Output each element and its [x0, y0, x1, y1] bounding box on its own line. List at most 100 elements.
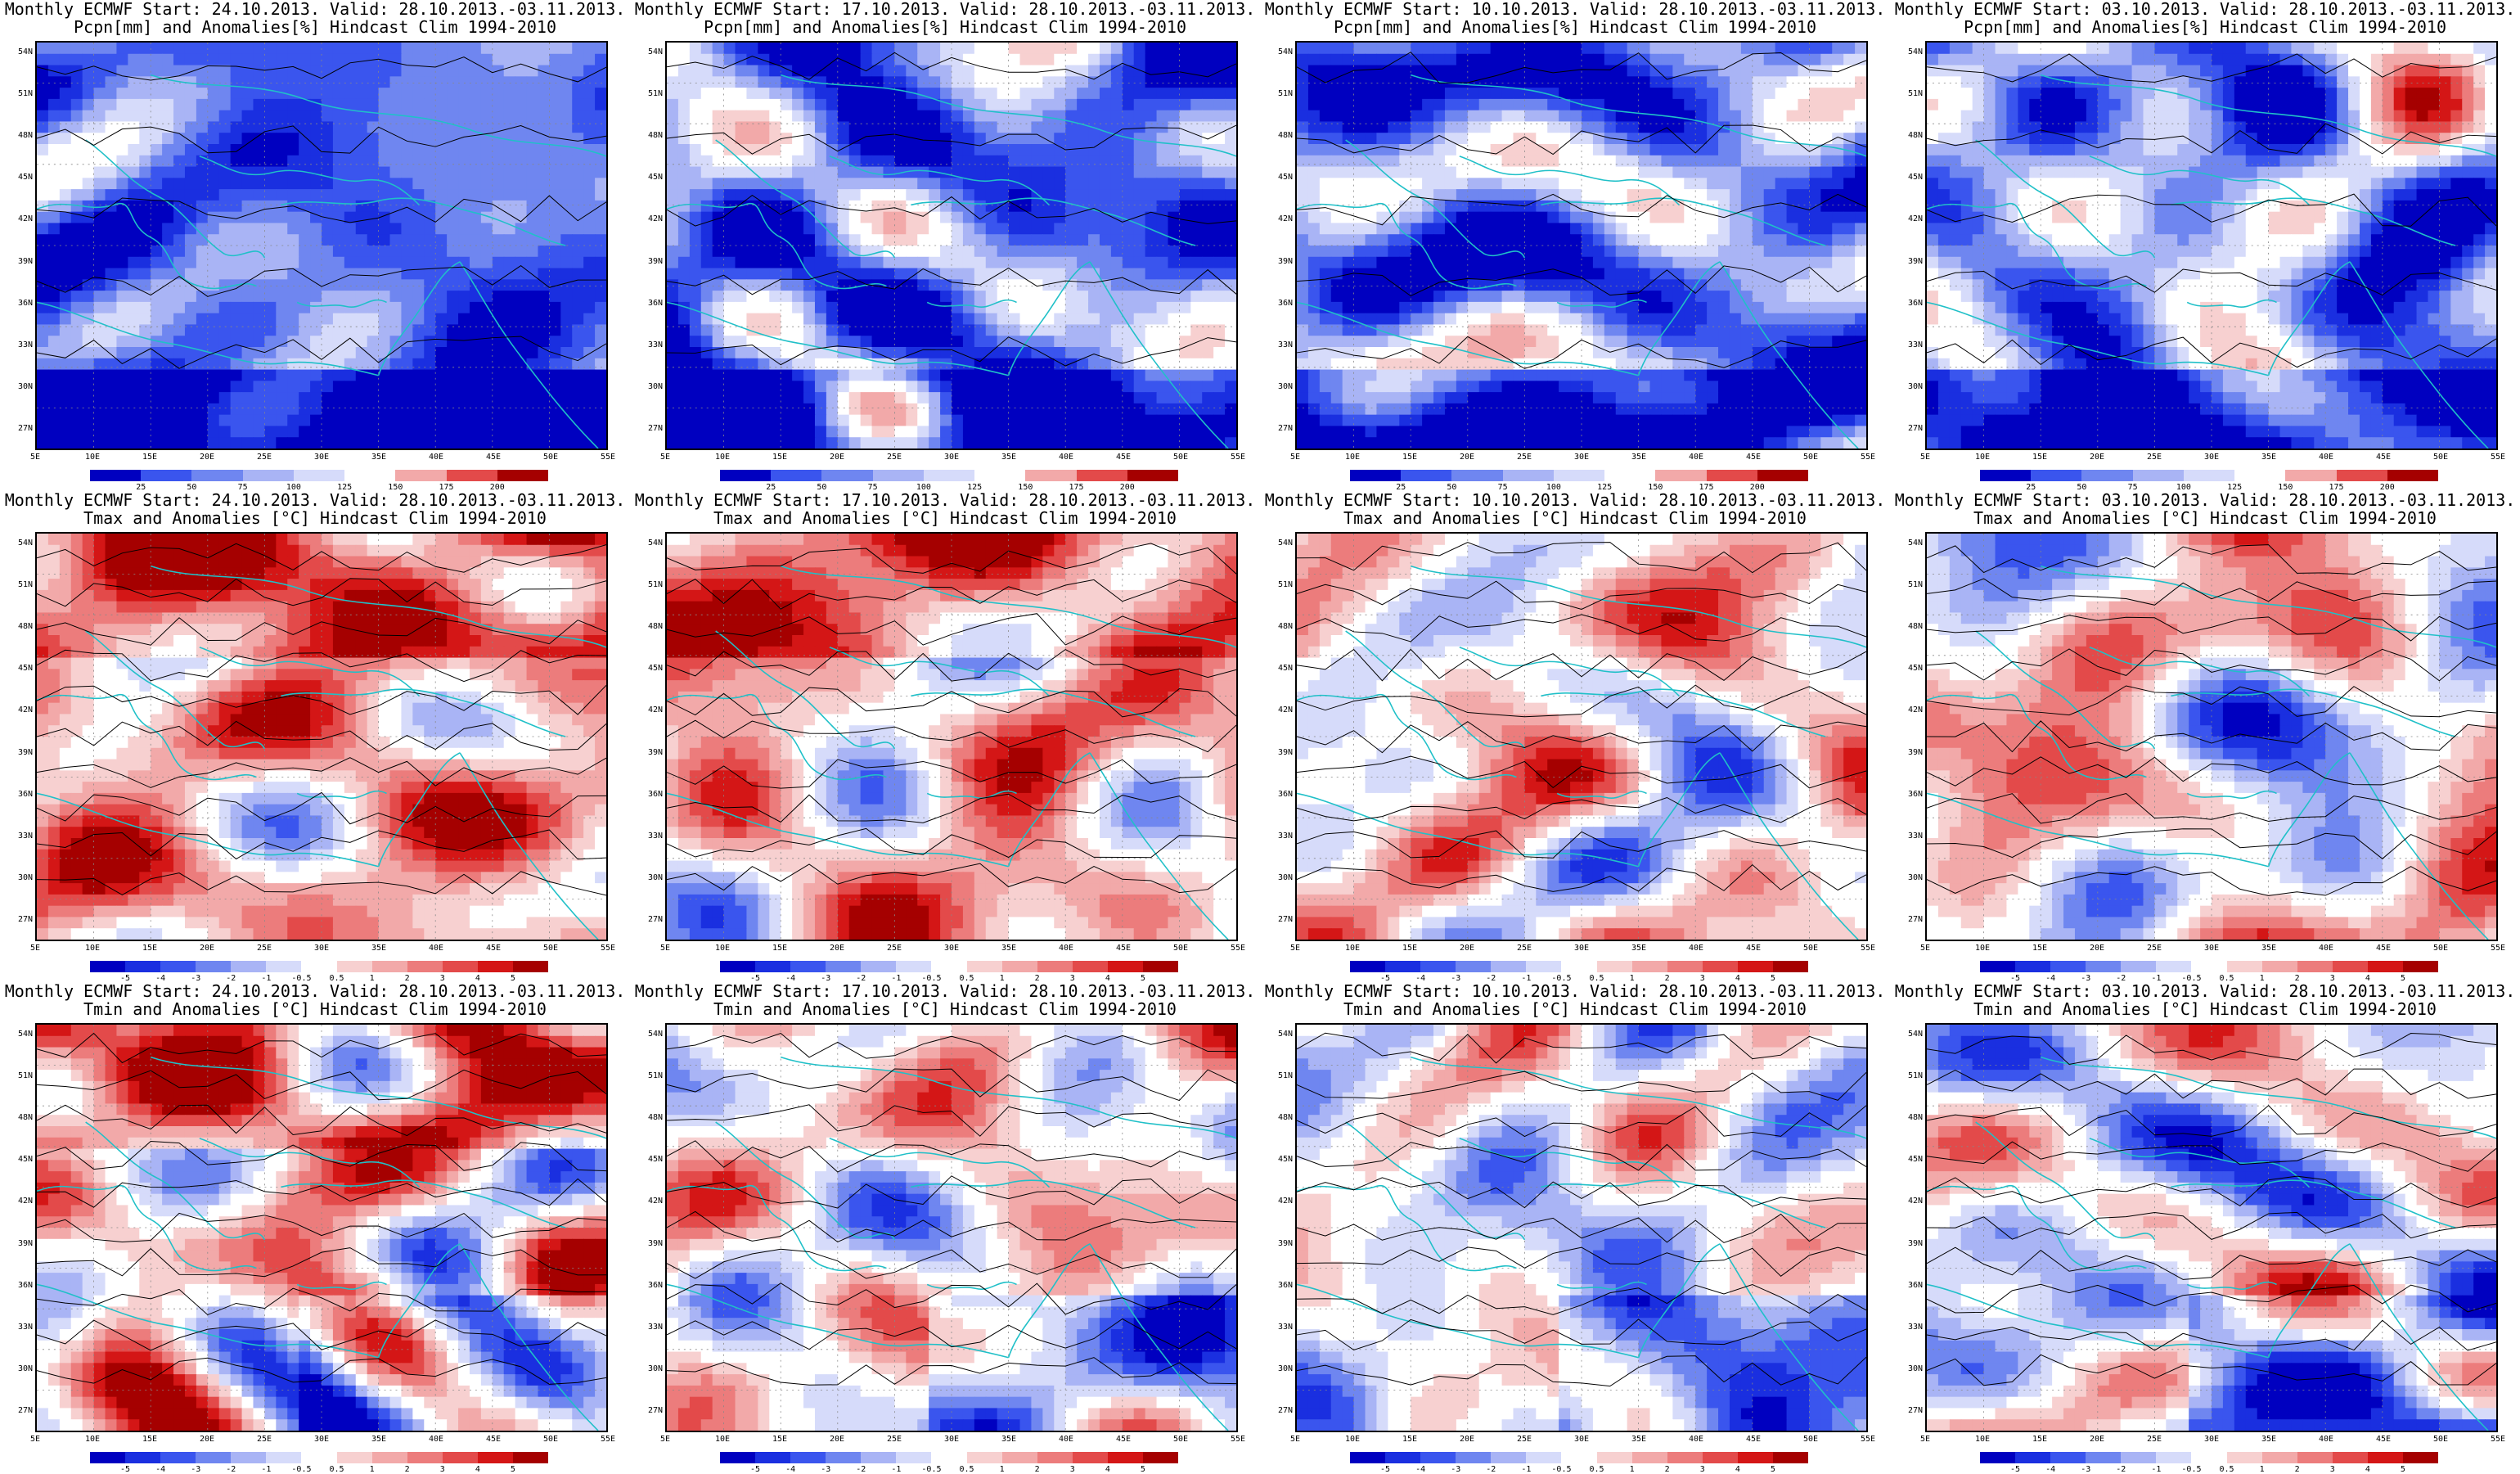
colorbar-swatch	[513, 1452, 549, 1463]
panel-subtitle: Tmax and Anomalies [°C] Hindcast Clim 19…	[1260, 509, 1890, 527]
latitude-label: 27N	[5, 915, 33, 924]
longitude-label: 40E	[1680, 1435, 1712, 1444]
colorbar-swatch	[790, 961, 826, 972]
colorbar-swatch	[2086, 1452, 2122, 1463]
colorbar-swatch	[1604, 470, 1656, 481]
latitude-label: 39N	[1895, 1239, 1923, 1248]
colorbar-label: 0.5	[1581, 1465, 1613, 1474]
latitude-label: 36N	[1895, 299, 1923, 308]
forecast-panel: Monthly ECMWF Start: 03.10.2013. Valid: …	[1890, 982, 2520, 1473]
colorbar-label: 2	[391, 1465, 424, 1474]
longitude-label: 20E	[1451, 944, 1483, 953]
latitude-label: 51N	[1265, 580, 1293, 589]
colorbar-swatch	[1108, 1452, 1144, 1463]
colorbar-swatch	[1703, 1452, 1739, 1463]
colorbar-swatch	[2227, 961, 2263, 972]
longitude-label: 10E	[1336, 944, 1369, 953]
longitude-label: 25E	[248, 1435, 281, 1444]
colorbar-label: 3	[2316, 1465, 2349, 1474]
latitude-label: 30N	[635, 382, 663, 391]
colorbar-label: 4	[461, 1465, 494, 1474]
longitude-label: 5E	[1909, 944, 1942, 953]
longitude-label: 5E	[1279, 1435, 1312, 1444]
colorbar-swatch	[243, 470, 295, 481]
longitude-label: 30E	[1565, 453, 1598, 462]
map-canvas	[667, 43, 1236, 449]
colorbar-label: 3	[426, 1465, 459, 1474]
colorbar-swatch	[337, 1452, 373, 1463]
colorbar-swatch	[344, 470, 396, 481]
colorbar-swatch	[2387, 470, 2439, 481]
longitude-label: 10E	[706, 944, 739, 953]
colorbar-swatch	[1632, 961, 1668, 972]
forecast-panel: Monthly ECMWF Start: 24.10.2013. Valid: …	[0, 0, 630, 491]
colorbar-swatch	[266, 961, 302, 972]
colorbar-swatch	[513, 961, 549, 972]
colorbar-swatch	[2403, 1452, 2439, 1463]
colorbar-swatch	[2262, 1452, 2298, 1463]
panel-subtitle: Pcpn[mm] and Anomalies[%] Hindcast Clim …	[630, 18, 1260, 36]
colorbar-swatch	[1773, 961, 1809, 972]
longitude-label: 35E	[362, 944, 395, 953]
colorbar-swatch	[967, 961, 1003, 972]
latitude-label: 39N	[635, 748, 663, 757]
map-canvas	[37, 534, 606, 940]
latitude-label: 54N	[1895, 539, 1923, 548]
colorbar-swatch	[2050, 961, 2086, 972]
colorbar-swatch	[2184, 470, 2235, 481]
panel-subtitle: Tmin and Anomalies [°C] Hindcast Clim 19…	[1890, 1000, 2520, 1018]
colorbar-swatch	[2285, 470, 2337, 481]
longitude-label: 30E	[935, 453, 968, 462]
longitude-label: 10E	[1966, 453, 1999, 462]
colorbar-swatch	[2262, 961, 2298, 972]
longitude-label: 25E	[878, 1435, 911, 1444]
latitude-label: 39N	[1895, 257, 1923, 266]
latitude-label: 27N	[635, 915, 663, 924]
panel-subtitle: Tmax and Anomalies [°C] Hindcast Clim 19…	[0, 509, 630, 527]
longitude-label: 20E	[191, 944, 223, 953]
map-canvas	[1297, 43, 1866, 449]
colorbar-swatch	[443, 1452, 479, 1463]
colorbar-swatch	[2015, 1452, 2051, 1463]
latitude-label: 33N	[1265, 1323, 1293, 1332]
longitude-label: 55E	[2482, 944, 2514, 953]
latitude-label: 36N	[1265, 1281, 1293, 1290]
longitude-label: 45E	[1107, 453, 1140, 462]
anomaly-map	[1295, 41, 1868, 450]
longitude-label: 35E	[992, 453, 1025, 462]
colorbar-swatch	[2333, 961, 2369, 972]
longitude-label: 45E	[1107, 1435, 1140, 1444]
colorbar-label: 5	[1127, 1465, 1159, 1474]
colorbar-swatch	[1456, 961, 1492, 972]
longitude-label: 45E	[1107, 944, 1140, 953]
colorbar-swatch	[1491, 961, 1527, 972]
colorbar-swatch	[771, 470, 822, 481]
colorbar-swatch	[931, 1452, 967, 1463]
colorbar-label: 0.5	[951, 1465, 983, 1474]
latitude-label: 51N	[5, 89, 33, 98]
colorbar-label: -4	[774, 1465, 807, 1474]
latitude-label: 45N	[1895, 664, 1923, 673]
colorbar-swatch	[720, 961, 756, 972]
colorbar-swatch	[447, 470, 498, 481]
longitude-label: 35E	[2252, 453, 2285, 462]
longitude-label: 30E	[1565, 944, 1598, 953]
colorbar-swatch	[2031, 470, 2082, 481]
anomaly-map	[1295, 532, 1868, 941]
colorbar-label: 5	[1757, 1465, 1789, 1474]
colorbar-swatch	[1385, 961, 1421, 972]
colorbar-swatch	[2015, 961, 2051, 972]
longitude-label: 30E	[305, 1435, 338, 1444]
colorbar-label: 3	[1056, 1465, 1089, 1474]
latitude-label: 33N	[5, 340, 33, 349]
longitude-label: 35E	[992, 1435, 1025, 1444]
longitude-label: 35E	[992, 944, 1025, 953]
colorbar-swatch	[1350, 1452, 1386, 1463]
colorbar-label: -3	[809, 1465, 842, 1474]
colorbar-swatch	[1554, 470, 1605, 481]
colorbar-swatch	[2368, 961, 2404, 972]
